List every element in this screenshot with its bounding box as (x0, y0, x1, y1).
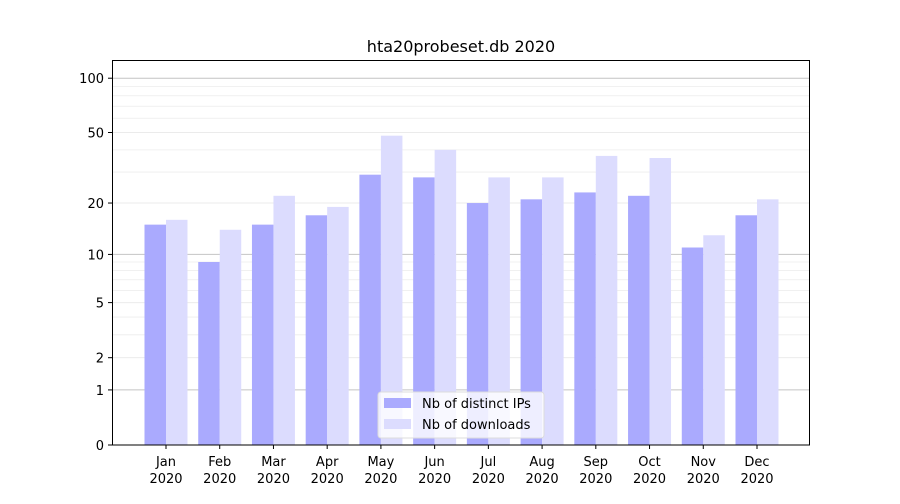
x-tick-label: Apr 2020 (311, 455, 344, 487)
bar-distinct-ips (574, 192, 596, 445)
y-tick-label: 100 (79, 72, 104, 87)
bar-distinct-ips (359, 174, 381, 445)
y-tick-label: 0 (96, 439, 104, 454)
bar-downloads (595, 155, 618, 445)
x-tick-label: Sep 2020 (579, 455, 612, 487)
chart-title: hta20probeset.db 2020 (367, 37, 555, 56)
bar-distinct-ips (251, 224, 274, 445)
bar-distinct-ips (198, 261, 220, 445)
bar-downloads (380, 135, 403, 445)
bar-distinct-ips (735, 215, 757, 445)
bar-distinct-ips (681, 247, 704, 445)
legend-swatch (384, 419, 411, 429)
bar-downloads (542, 177, 564, 445)
x-tick-label: Aug 2020 (526, 455, 559, 487)
bar-downloads (327, 206, 349, 445)
x-tick-label: Jul 2020 (472, 455, 505, 487)
y-axis: 0 1 2 5 10 20 50 100 (79, 72, 112, 454)
bar-distinct-ips (305, 215, 328, 445)
bar-downloads (273, 195, 295, 445)
x-tick-label: Oct 2020 (633, 455, 666, 487)
bar-distinct-ips (466, 203, 489, 445)
legend: Nb of distinct IPs Nb of downloads (377, 391, 545, 439)
plot-frame (112, 60, 810, 446)
bar-downloads (649, 158, 672, 445)
legend-label: Nb of downloads (422, 418, 531, 433)
bar-distinct-ips (144, 224, 166, 445)
bar-distinct-ips (413, 177, 435, 445)
bar-downloads (488, 177, 510, 445)
legend-box (377, 391, 545, 439)
bar-downloads (219, 229, 242, 445)
y-tick-label: 1 (96, 384, 104, 399)
x-tick-label: Jun 2020 (418, 455, 451, 487)
bar-downloads (434, 149, 457, 445)
x-tick-label: Feb 2020 (203, 455, 236, 487)
legend-swatch (384, 398, 411, 408)
legend-label: Nb of distinct IPs (422, 397, 531, 412)
x-tick-label: Dec 2020 (740, 455, 773, 487)
y-tick-label: 10 (87, 248, 104, 263)
x-axis: Jan 2020 Feb 2020 Mar 2020 Apr 2020 May 2020 Jun 20… (149, 445, 774, 487)
y-tick-label: 5 (96, 297, 104, 312)
bars (144, 135, 779, 445)
x-tick-label: Jan 2020 (149, 455, 182, 487)
bar-distinct-ips (520, 199, 543, 445)
x-tick-label: May 2020 (364, 455, 397, 487)
bar-downloads (703, 235, 725, 445)
y-tick-label: 50 (87, 127, 104, 142)
bar-downloads (166, 219, 188, 445)
x-tick-label: Nov 2020 (687, 455, 720, 487)
bar-downloads (757, 199, 779, 445)
y-tick-label: 2 (96, 352, 104, 367)
bar-distinct-ips (628, 195, 650, 445)
x-tick-label: Mar 2020 (257, 455, 290, 487)
y-tick-label: 20 (87, 197, 104, 212)
